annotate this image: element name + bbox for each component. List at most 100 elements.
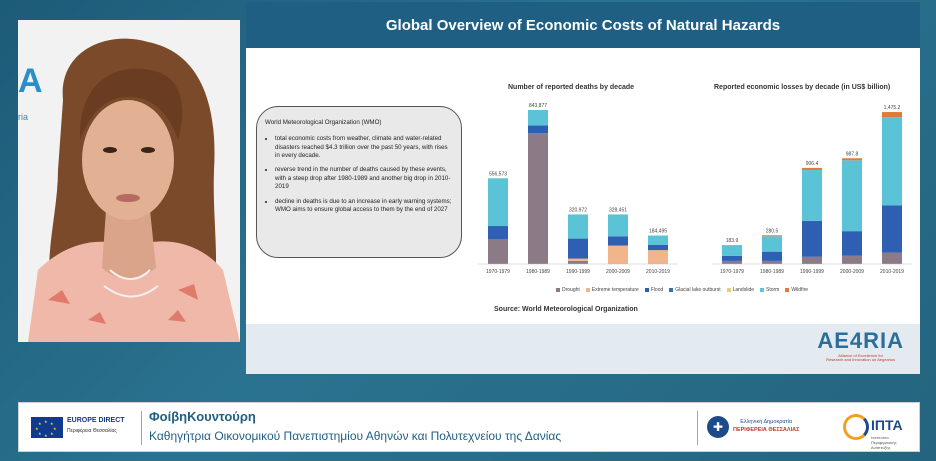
presentation-slide: Global Overview of Economic Costs of Nat… [246,2,920,374]
divider [697,411,698,445]
europe-direct-label: EUROPE DIRECT [67,417,125,424]
slide-title: Global Overview of Economic Costs of Nat… [246,2,920,48]
bar-segment [722,245,742,256]
losses-chart: 183.9 1970-1979 280.5 1980-1989 906.4 1990-19… [712,105,912,275]
bar-total-label: 1,475.2 [884,105,901,111]
x-tick-label: 2000-2009 [840,269,864,275]
deaths-chart: 556,573 1970-1979 843,877 1980-1989 320,972 1… [478,103,678,275]
ipta-ring-icon [843,414,869,440]
bar-segment [762,236,782,252]
divider [141,411,142,445]
legend-item: Flood [644,287,664,293]
bar-segment [608,214,628,237]
legend-label: Storm [766,287,780,293]
x-tick-label: 1980-1989 [526,269,550,275]
bar-segment [488,178,508,227]
legend-swatch [760,288,764,292]
legend-label: Extreme temperature [591,287,639,293]
bar-segment [842,231,862,256]
source-caption: Source: World Meteorological Organizatio… [494,306,638,313]
legend-label: Glacial lake outburst [675,287,721,293]
bar-segment [842,160,862,232]
speaker-role: Καθηγήτρια Οικονομικού Πανεπιστημίου Αθη… [149,429,562,443]
x-tick-label: 1980-1989 [760,269,784,275]
bar-segment [568,260,588,264]
legend-label: Wildfire [791,287,809,293]
aeria-tagline: Research and Innovation on Aegeanus [826,357,896,363]
legend-item: Extreme temperature [585,287,639,293]
legend-swatch [585,288,590,292]
bar-segment [842,255,862,264]
x-tick-label: 1970-1979 [486,269,510,275]
wmo-bullet: total economic costs from weather, clima… [275,135,453,160]
bar-total-label: 280.5 [766,228,779,234]
lower-third-banner: ★ ★ ★ ★ ★ ★ ★ ★ EUROPE DIRECT Περιφέρεια Θεσ… [18,402,920,452]
bar-total-label: 843,877 [529,103,547,109]
bar-total-label: 320,972 [569,207,587,213]
x-tick-label: 1990-1999 [566,269,590,275]
x-tick-label: 2010-2019 [880,269,904,275]
speaker-figure [28,38,240,342]
legend-item: Glacial lake outburst [669,287,721,293]
bar-segment [488,226,508,240]
bar-segment [568,238,588,259]
bar-segment [488,239,508,264]
legend-item: Wildfire [785,287,808,293]
bar-total-label: 184,495 [649,229,667,235]
europe-direct-sub: Περιφέρεια Θεσσαλίας [67,428,117,434]
region-label: Ελληνική Δημοκρατία ΠΕΡΙΦΕΡΕΙΑ ΘΕΣΣΑΛΙΑΣ [733,418,799,435]
bar-segment [722,245,742,246]
bar-segment [882,112,902,118]
losses-chart-title: Reported economic losses by decade (in U… [714,84,891,91]
ipta-logo: ΙΠΤΑ Ινστιτούτο Περιφερειακής Ανάπτυξης [841,411,915,450]
bar-segment [802,220,822,257]
bar-segment [528,125,548,134]
legend-swatch [556,288,560,292]
bar-segment [568,214,588,239]
legend-item: Landslide [726,287,754,293]
bar-segment [882,117,902,206]
bar-segment [762,235,782,237]
legend-swatch [785,288,790,292]
legend-label: Flood [650,287,664,293]
legend-item: Drought [556,287,580,293]
bar-segment [528,133,548,264]
bar-segment [802,169,822,221]
aeria-logo-text: AE4RIA [817,328,904,353]
logo-fragment-text: ria [18,112,29,122]
bar-segment [762,260,782,264]
speaker-video: A ria [18,20,240,342]
x-tick-label: 2010-2019 [646,269,670,275]
deaths-chart-title: Number of reported deaths by decade [508,84,635,91]
greek-emblem-icon: ✚ [707,416,729,438]
legend-item: Storm [760,287,779,293]
slide-footer: AE4RIA Alliance of Excellence for Resear… [246,324,920,374]
legend-swatch [726,288,731,292]
bar-segment [722,260,742,264]
x-tick-label: 1970-1979 [720,269,744,275]
bar-segment [882,252,902,264]
ipta-sub: Ινστιτούτο Περιφερειακής Ανάπτυξης [871,435,897,450]
chart-legend: Drought Extreme temperature Flood Glacial l… [556,286,886,294]
logo-fragment: A [18,62,43,100]
bar-total-label: 183.9 [726,238,739,244]
bar-segment [842,158,862,161]
wmo-bullet: reverse trend in the number of deaths ca… [275,166,453,191]
bar-segment [648,244,668,251]
legend-label: Drought [562,287,580,293]
wmo-summary-box: World Meteorological Organization (WMO) … [256,106,462,258]
bar-segment [608,245,628,264]
bar-total-label: 556,573 [489,171,507,177]
ipta-name: ΙΠΤΑ [871,417,903,433]
bar-total-label: 906.4 [806,161,819,167]
bar-segment [608,236,628,246]
bar-segment [762,251,782,261]
bar-segment [648,250,668,264]
bar-segment [802,256,822,264]
eu-flag-icon: ★ ★ ★ ★ ★ ★ ★ ★ [31,417,63,438]
x-tick-label: 2000-2009 [606,269,630,275]
wmo-heading: World Meteorological Organization (WMO) [265,119,382,126]
aeria-logo: AE4RIA Alliance of Excellence for Resear… [817,328,904,363]
aeria-tagline: Alliance of Excellence for [838,353,883,358]
bar-segment [568,258,588,261]
